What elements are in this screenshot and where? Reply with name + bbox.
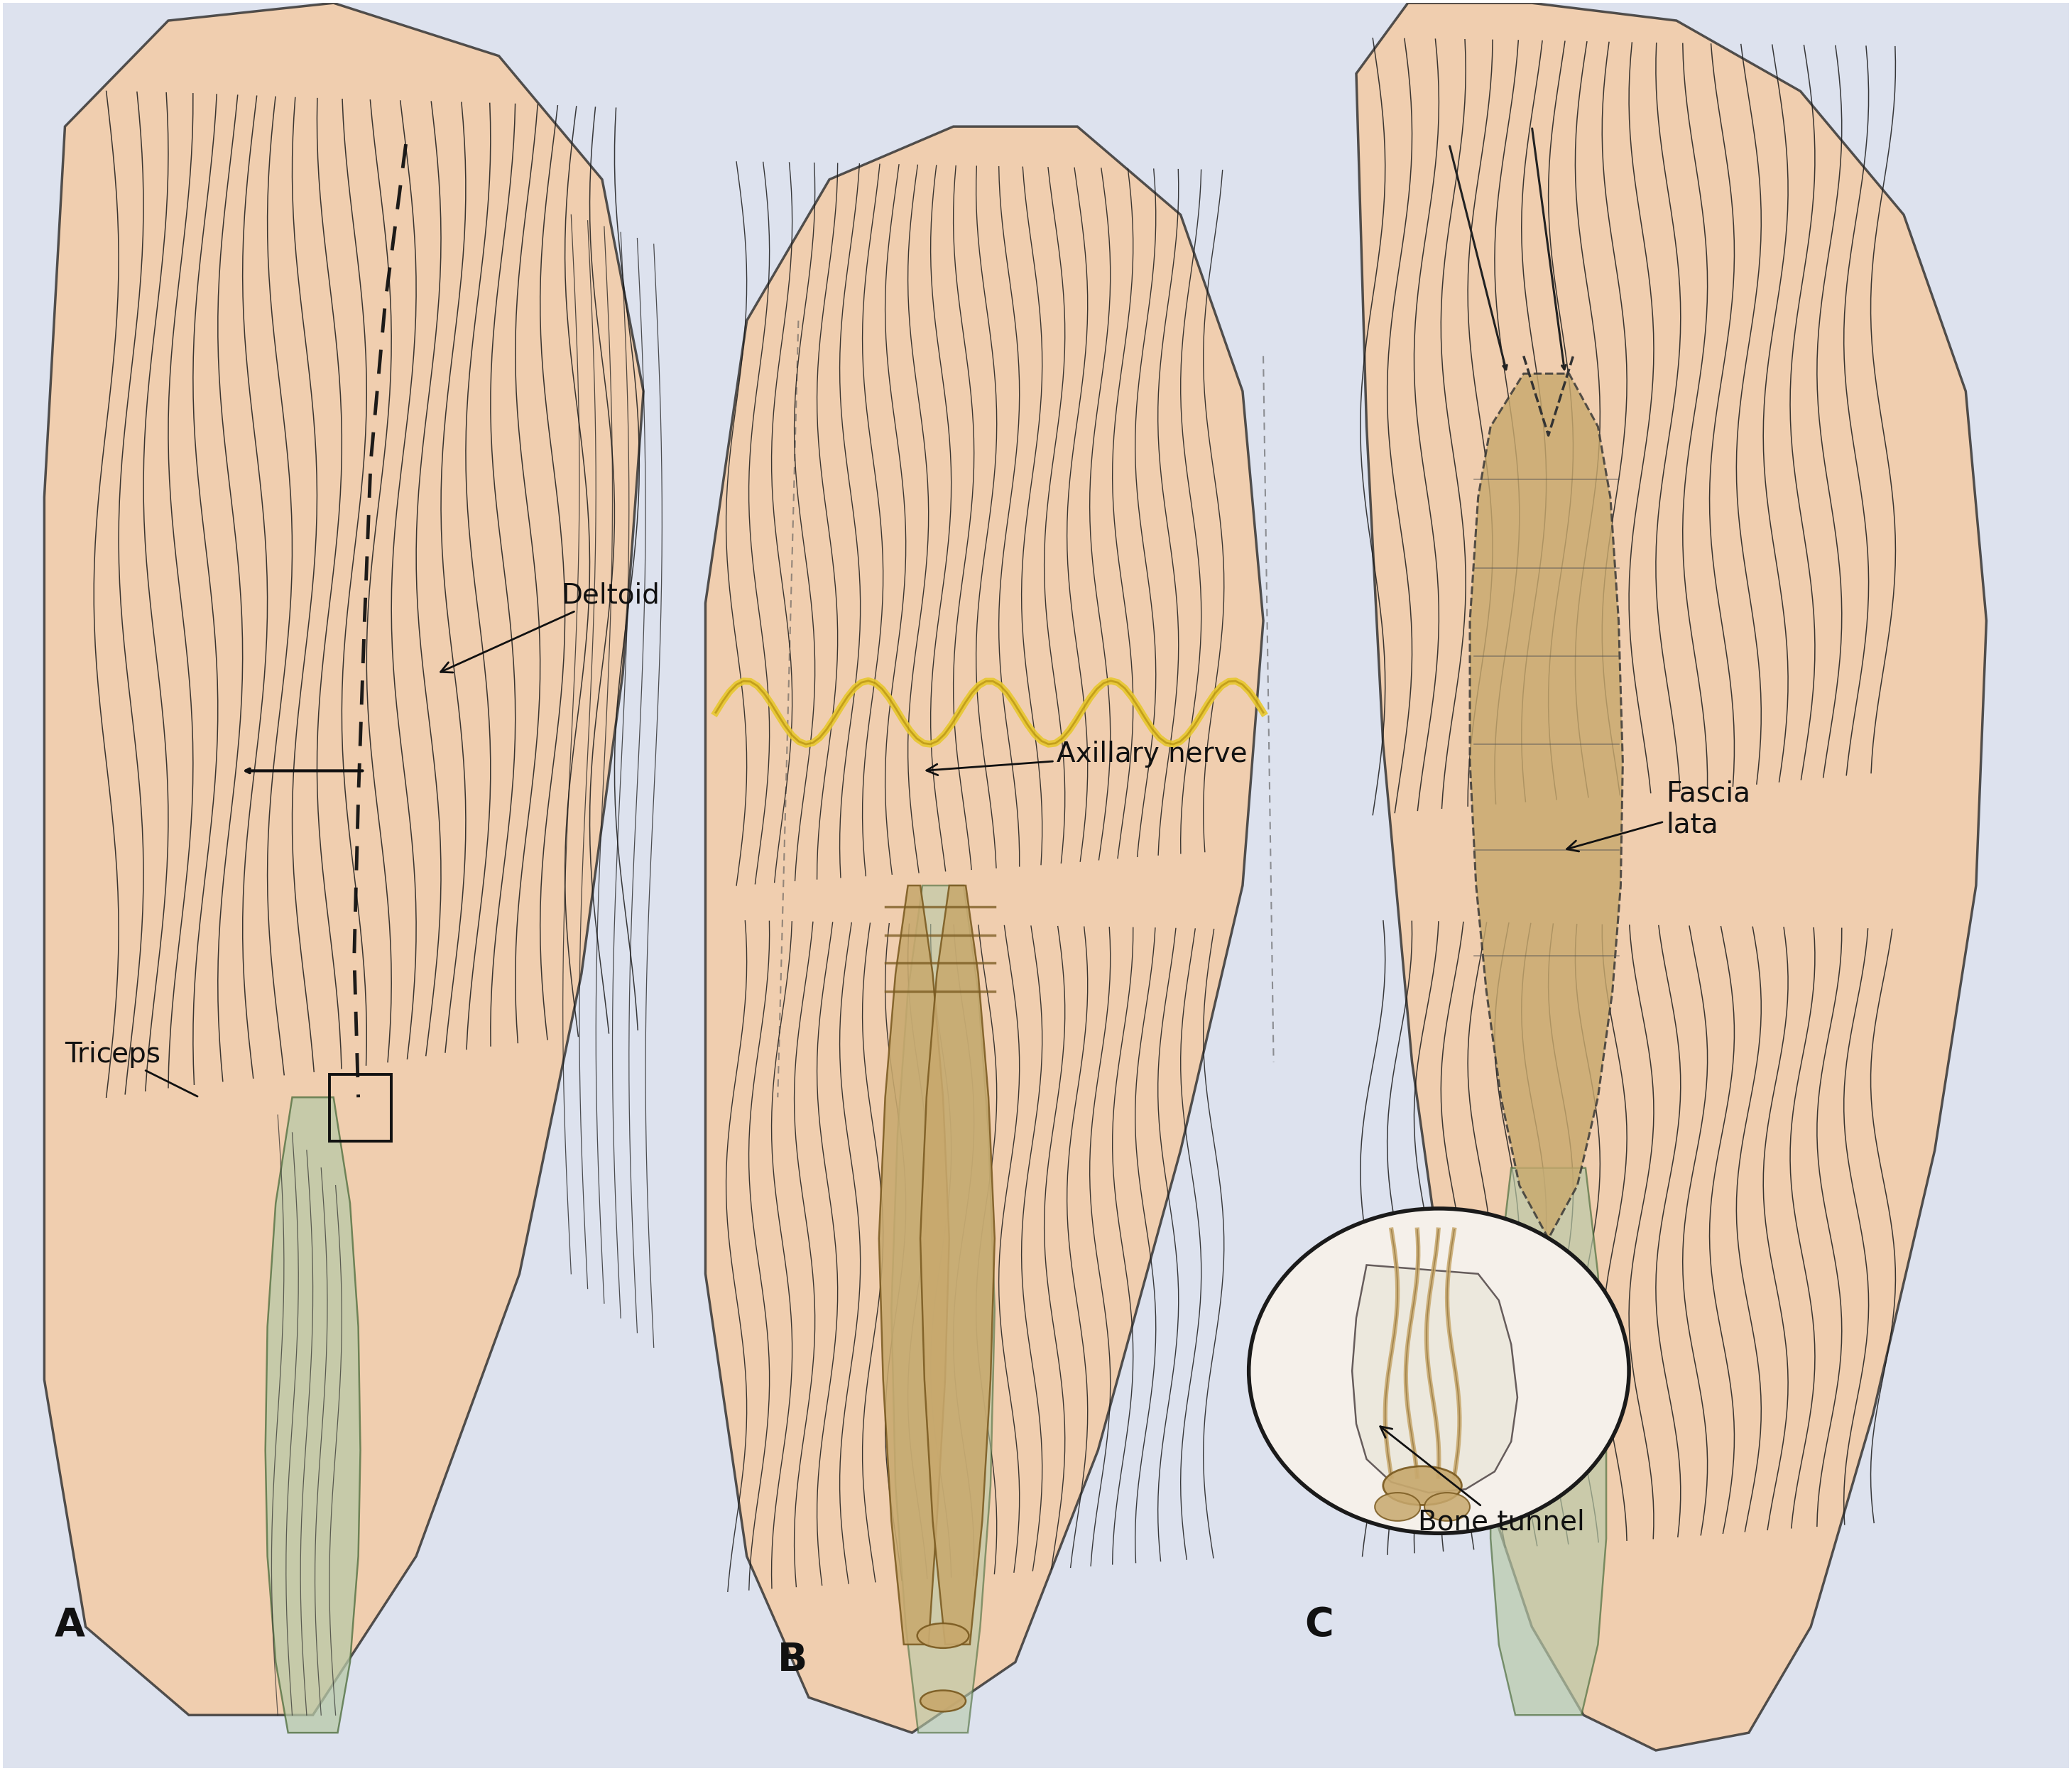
Polygon shape <box>1353 1264 1517 1493</box>
Text: A: A <box>54 1606 85 1643</box>
Text: B: B <box>777 1642 808 1679</box>
Ellipse shape <box>1384 1466 1461 1505</box>
Polygon shape <box>1357 4 1987 1750</box>
Polygon shape <box>44 4 644 1714</box>
Text: Triceps: Triceps <box>64 1041 197 1096</box>
Polygon shape <box>704 126 1264 1732</box>
Text: Fascia
lata: Fascia lata <box>1566 779 1751 852</box>
Bar <box>329 1075 392 1142</box>
Ellipse shape <box>1423 1493 1469 1521</box>
Text: Axillary nerve: Axillary nerve <box>926 740 1247 776</box>
Text: C: C <box>1305 1606 1334 1643</box>
Polygon shape <box>1469 374 1622 1238</box>
Circle shape <box>1249 1208 1629 1534</box>
Text: Bone tunnel: Bone tunnel <box>1380 1426 1585 1535</box>
Polygon shape <box>891 886 995 1732</box>
Text: Deltoid: Deltoid <box>441 583 659 673</box>
Ellipse shape <box>918 1624 970 1649</box>
Polygon shape <box>879 886 949 1645</box>
Ellipse shape <box>920 1690 966 1711</box>
Polygon shape <box>265 1098 361 1732</box>
Ellipse shape <box>1376 1493 1419 1521</box>
Polygon shape <box>1490 1167 1606 1714</box>
Polygon shape <box>920 886 995 1645</box>
